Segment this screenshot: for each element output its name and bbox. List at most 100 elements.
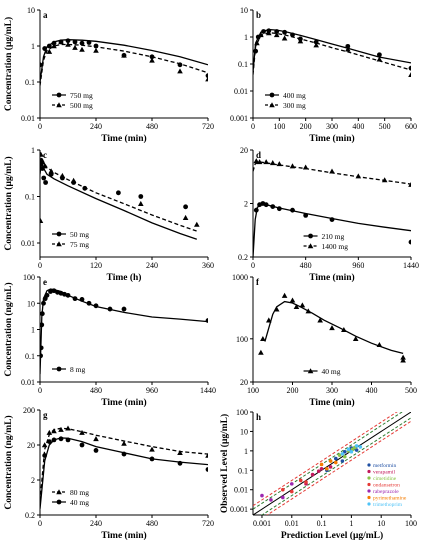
x-tick-label: 0 [38,519,42,528]
x-tick-label: 1 [349,519,353,528]
series-40mg-triangle-marker [352,336,359,342]
y-tick-label: 100 [23,273,35,282]
legend-label: 40 mg [70,498,89,507]
y-tick-label: 0.2 [238,253,248,262]
panel-letter: c [43,150,47,160]
legend-label: 1400 mg [322,242,349,251]
legend-label: trimethoprim [373,502,403,508]
series-40mg-triangle-marker [293,303,300,309]
series-40mg-triangle-marker [329,325,335,331]
series-75mg-triangle-marker [182,214,189,220]
x-tick-label: 0.01 [285,519,299,528]
y-tick-label: 0.1 [238,60,248,69]
series-8mg-circle-marker [72,296,78,302]
scatter-point-verapamil [319,466,324,471]
series-line-50mg [40,161,198,240]
series-50mg-circle-marker [41,175,47,181]
series-8mg-circle-marker [86,300,92,306]
legend-triangle-marker [56,102,62,108]
x-tick-label: 100 [273,122,285,131]
legend-label: 50 mg [70,230,89,239]
series-40mg-circle-marker [42,453,48,458]
series-40mg-circle-marker [51,437,57,443]
y-tick-label: 0.01 [234,87,248,96]
scatter-point-ondansetron [289,489,294,494]
series-500mg-triangle-marker [58,39,64,45]
x-tick-label: 500 [379,122,391,131]
series-300mg-triangle-marker [258,32,264,38]
plot-area [253,28,411,77]
x-tick-label: 10 [377,519,385,528]
y-tick-label: 0.1 [238,466,248,475]
series-80mg-triangle-marker [79,429,85,435]
series-80mg-triangle-marker [177,449,183,456]
y-tick-label: 1 [244,447,248,456]
series-40mg-circle-marker [93,448,99,453]
series-40mg-triangle-marker [400,357,406,363]
reference-line [261,417,411,515]
series-80mg-triangle-marker [205,452,208,458]
panel-letter: f [256,277,260,287]
series-8mg-circle-marker [40,311,45,317]
series-40mg-triangle-marker [266,317,272,323]
x-tick-label: 720 [202,122,214,131]
series-80mg-triangle-marker [65,425,71,431]
scatter-point-pyrimethamine [328,459,333,463]
legend-circle-marker [56,366,62,372]
series-8mg-circle-marker [44,292,50,298]
y-tick-label: 0.2 [25,511,35,520]
series-500mg-triangle-marker [51,43,57,49]
x-axis-label: Time (min) [309,397,354,408]
series-75mg-triangle-marker [40,159,46,165]
scatter-point-pyrimethamine [319,462,324,467]
scatter-point-cimetidine [342,454,347,459]
x-axis-label: Time (min) [101,530,146,541]
panel-letter: b [256,10,261,20]
x-tick-label: 120 [90,261,102,270]
plot-area [258,292,406,363]
x-tick-label: 200 [287,386,299,395]
series-500mg-triangle-marker [149,57,155,63]
series-40mg-circle-marker [121,451,127,457]
y-axis-label: Observed Level (μg/mL) [219,414,230,513]
y-tick-label: 1 [31,146,35,155]
plot-area [253,158,411,257]
legend-marker [367,502,371,506]
scatter-point-rabeprazole [281,495,285,500]
series-210mg-circle-marker [276,206,282,212]
series-80mg-triangle-marker [93,436,99,442]
panel-letter: a [43,10,48,20]
y-tick-label: 0.01 [21,239,35,248]
y-tick-label: 20 [240,378,248,387]
series-40mg-triangle-marker [273,306,280,312]
x-tick-label: 240 [90,519,102,528]
x-tick-label: 240 [146,261,158,270]
x-tick-label: 0 [251,261,255,270]
series-400mg-circle-marker [345,43,351,49]
x-axis-label: Time (min) [101,133,146,144]
panel-g: 0 240 480 720 0.2 2 20 200 g Time (min) Concentrat… [3,406,214,541]
series-1400mg-triangle-marker [289,163,296,169]
series-1400mg-triangle-marker [263,159,269,165]
series-750mg-circle-marker [46,43,52,49]
series-210mg-circle-marker [329,217,335,223]
legend-label: ondansetron [373,483,400,489]
series-40mg-circle-marker [58,436,64,442]
panel-letter: e [43,277,47,287]
scatter-point-trimethoprim [354,444,359,448]
series-750mg-circle-marker [72,39,78,45]
series-500mg-triangle-marker [121,52,127,58]
series-750mg-circle-marker [65,38,71,44]
legend-triangle-marker [307,368,314,374]
y-tick-label: 10 [27,299,35,308]
legend-label: metformin [373,462,396,469]
legend-circle-marker [56,499,62,505]
panel-e: 0 480 960 1440 0.01 0.1 1 10 100 e Time (min) Conce… [3,273,216,408]
series-1400mg-triangle-marker [408,181,411,187]
legend-triangle-marker [307,243,314,249]
series-40mg-triangle-marker [341,326,347,333]
scatter-point-metformin [342,449,347,454]
scatter-point-ondansetron [298,478,303,483]
x-tick-label: 240 [90,122,102,131]
